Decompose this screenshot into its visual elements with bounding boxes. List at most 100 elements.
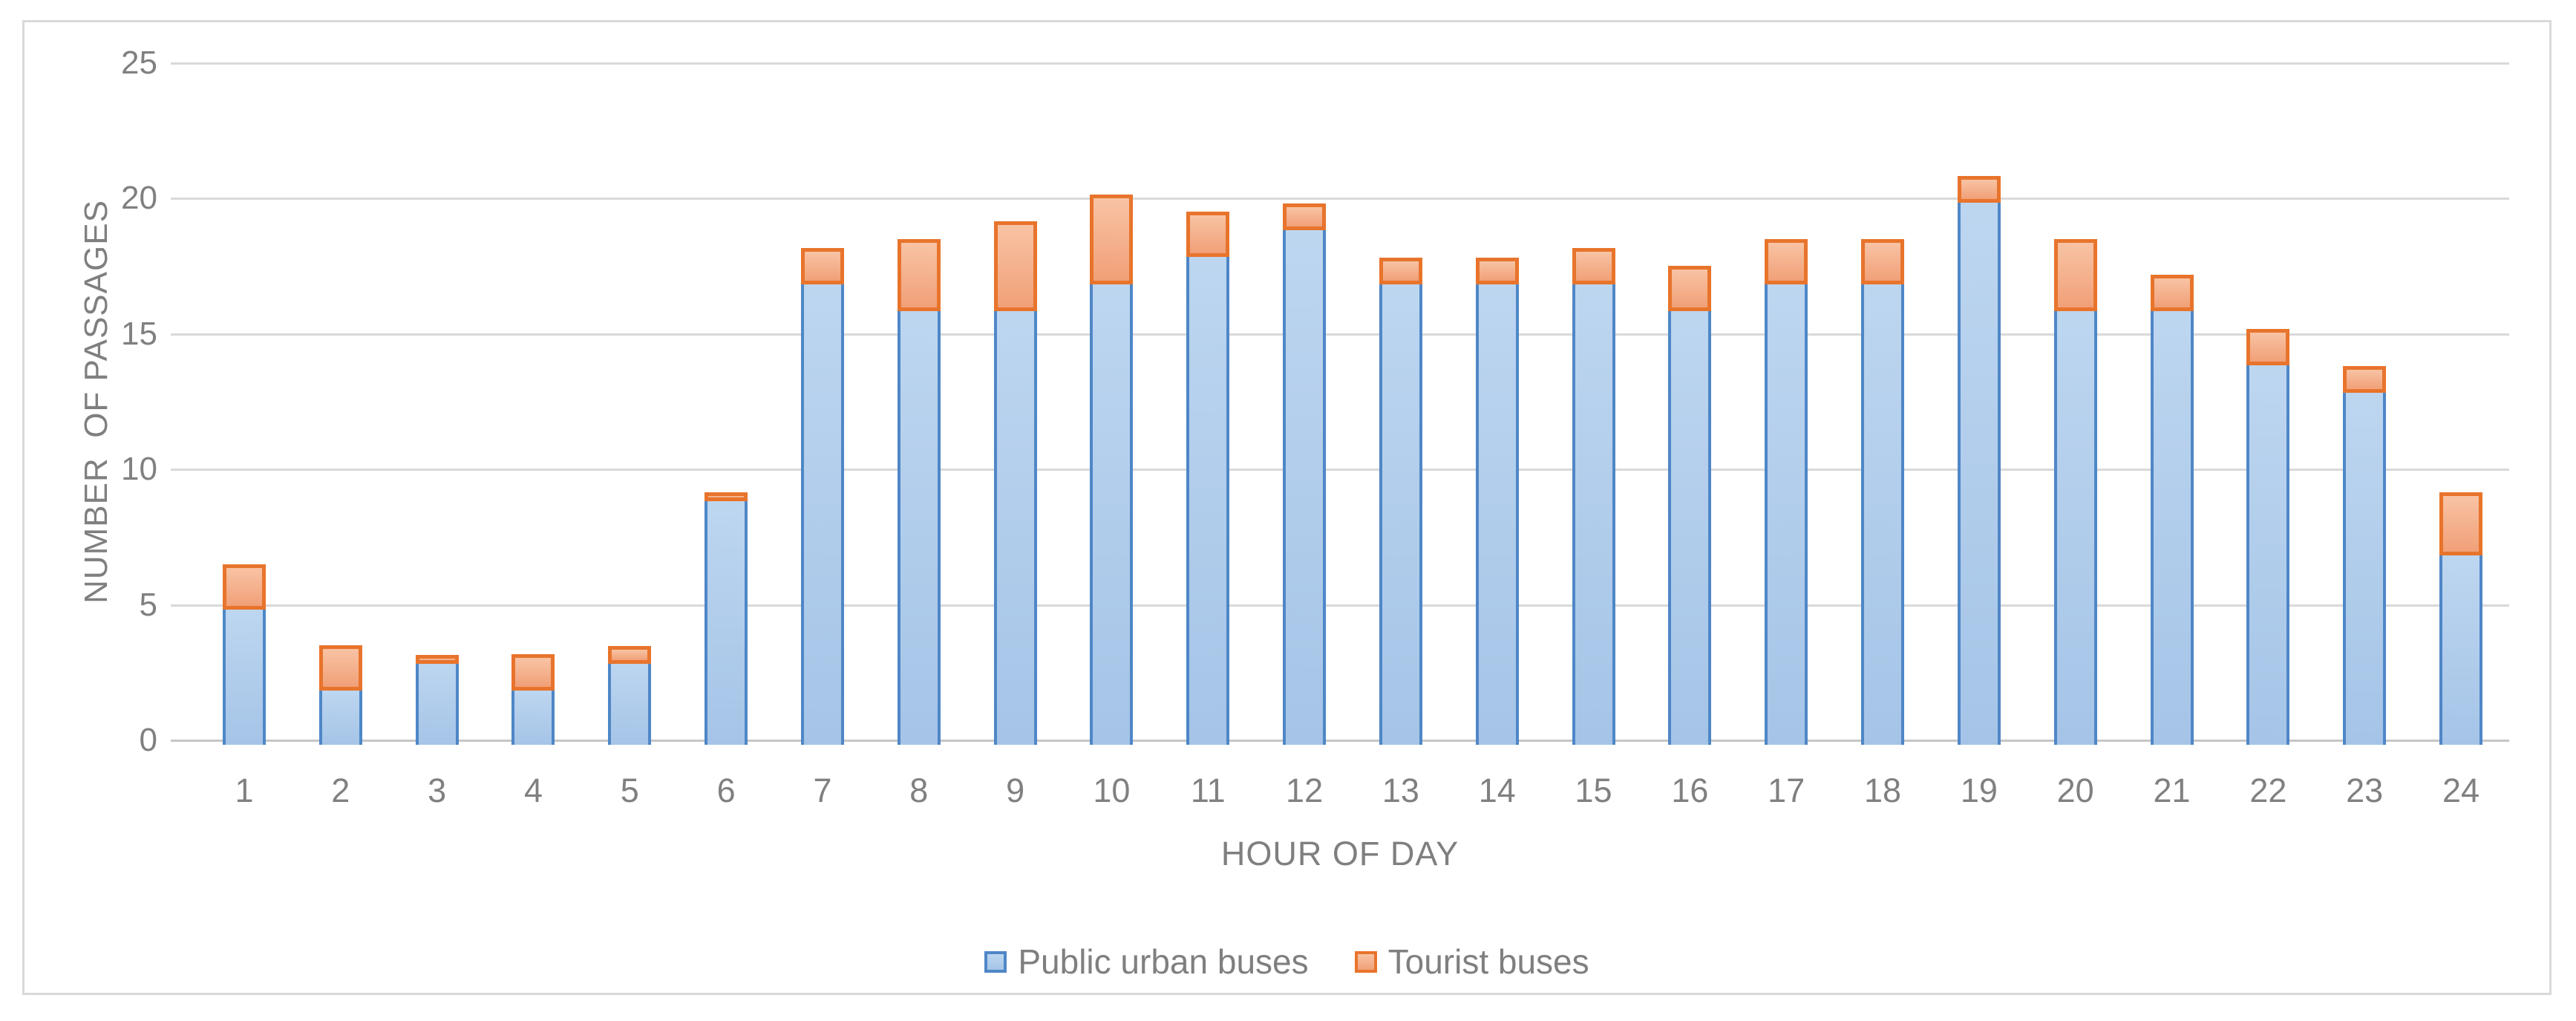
segment-tourist-buses [1090,195,1134,284]
segment-tourist-buses [1861,239,1905,284]
segment-tourist-buses [800,248,844,284]
legend-item-tourist-buses: Tourist buses [1354,942,1589,982]
segment-tourist-buses [1572,248,1615,284]
segment-tourist-buses [2343,366,2387,393]
segment-tourist-buses [511,654,555,691]
x-tick-6: 6 [716,772,736,809]
x-tick-20: 20 [2056,772,2094,809]
segment-public-urban-buses [2150,311,2194,745]
segment-tourist-buses [1765,239,1808,284]
segment-public-urban-buses [223,610,266,745]
x-tick-8: 8 [909,772,929,809]
segment-tourist-buses [705,492,748,501]
gridline-10 [171,469,2509,472]
segment-tourist-buses [415,655,459,664]
x-tick-18: 18 [1864,772,1902,809]
bar-hour-3 [415,655,459,745]
x-tick-19: 19 [1960,772,1998,809]
segment-tourist-buses [1668,266,1712,311]
segment-tourist-buses [1186,212,1230,257]
bar-hour-7 [800,248,844,745]
x-tick-3: 3 [428,772,447,809]
x-tick-9: 9 [1006,772,1025,809]
segment-tourist-buses [318,645,362,691]
segment-tourist-buses [2439,492,2482,555]
x-tick-24: 24 [2442,772,2480,809]
segment-public-urban-buses [1475,284,1519,745]
y-tick-5: 5 [139,586,157,623]
segment-public-urban-buses [993,311,1037,745]
segment-public-urban-buses [1957,203,2001,745]
segment-tourist-buses [223,564,266,610]
segment-public-urban-buses [1283,230,1327,745]
bar-hour-19 [1957,176,2001,745]
segment-tourist-buses [993,221,1037,311]
segment-public-urban-buses [608,664,652,745]
legend-label-public-urban-buses: Public urban buses [1018,942,1309,981]
segment-tourist-buses [1283,203,1327,230]
x-tick-5: 5 [620,772,639,809]
segment-tourist-buses [897,239,941,311]
bar-hour-20 [2053,239,2097,745]
segment-tourist-buses [1379,258,1422,284]
bar-hour-6 [705,492,748,745]
gridline-15 [171,333,2509,336]
bar-hour-16 [1668,266,1712,745]
bar-hour-2 [318,645,362,745]
segment-public-urban-buses [318,691,362,745]
y-tick-20: 20 [121,180,157,217]
segment-tourist-buses [1957,176,2001,203]
bar-hour-12 [1283,203,1327,745]
segment-tourist-buses [2246,329,2290,365]
bar-hour-15 [1572,248,1615,745]
x-axis-line [171,740,2509,742]
x-tick-17: 17 [1768,772,1805,809]
segment-public-urban-buses [1090,284,1134,745]
y-tick-10: 10 [121,451,157,488]
segment-public-urban-buses [415,664,459,745]
x-tick-23: 23 [2346,772,2384,809]
y-tick-0: 0 [139,722,157,758]
segment-public-urban-buses [1668,311,1712,745]
segment-public-urban-buses [1186,257,1230,745]
legend-item-public-urban-buses: Public urban buses [984,942,1309,982]
x-tick-10: 10 [1093,772,1131,809]
legend: Public urban buses Tourist buses [24,942,2549,982]
x-axis-title: HOUR OF DAY [1220,835,1459,872]
x-tick-2: 2 [331,772,350,809]
x-tick-1: 1 [235,772,254,809]
segment-tourist-buses [608,646,652,664]
segment-public-urban-buses [705,501,748,745]
gridline-25 [171,62,2509,65]
segment-public-urban-buses [2246,365,2290,745]
legend-swatch-public-urban-buses [984,950,1007,973]
y-axis-title: NUMBER OF PASSAGES [78,200,114,604]
gridline-5 [171,604,2509,607]
segment-public-urban-buses [2343,393,2387,745]
legend-label-tourist-buses: Tourist buses [1387,942,1589,981]
bar-hour-14 [1475,258,1519,745]
segment-public-urban-buses [1572,284,1615,745]
x-tick-4: 4 [523,772,543,809]
x-tick-21: 21 [2153,772,2191,809]
x-tick-7: 7 [813,772,832,809]
bar-hour-4 [511,654,555,745]
bar-hour-22 [2246,329,2290,745]
bar-hour-21 [2150,275,2194,745]
segment-public-urban-buses [1765,284,1808,745]
x-tick-16: 16 [1671,772,1709,809]
bar-hour-11 [1186,212,1230,745]
bar-hour-10 [1090,195,1134,745]
gridline-20 [171,198,2509,200]
segment-public-urban-buses [511,691,555,745]
x-tick-14: 14 [1478,772,1516,809]
bar-hour-18 [1861,239,1905,745]
segment-public-urban-buses [800,284,844,745]
segment-public-urban-buses [897,311,941,745]
segment-tourist-buses [2053,239,2097,311]
x-tick-12: 12 [1286,772,1324,809]
segment-public-urban-buses [2053,311,2097,745]
segment-tourist-buses [2150,275,2194,311]
bar-hour-17 [1765,239,1808,745]
